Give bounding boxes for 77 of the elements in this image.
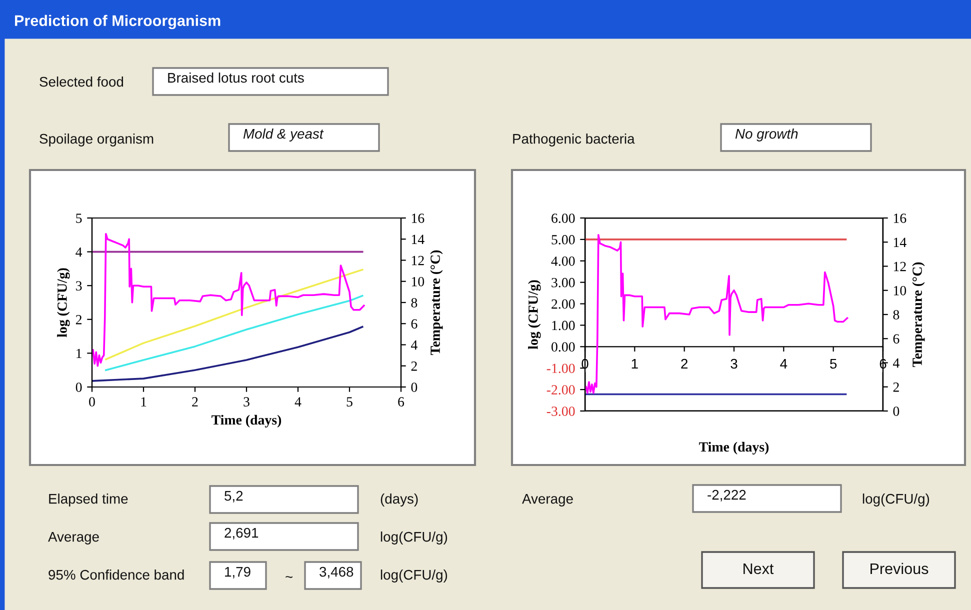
- x-tick-label: 4: [780, 358, 788, 369]
- text: ~: [286, 576, 292, 578]
- y-tick-label: -3.00: [546, 406, 575, 416]
- x-tick-label: 5: [830, 358, 837, 369]
- y-tick-label: 4: [76, 247, 82, 257]
- text: Average: [522, 494, 573, 506]
- y-tick-label: 2.00: [552, 299, 575, 309]
- text: Selected food: [40, 76, 124, 87]
- text: Spoilage organism: [40, 134, 154, 146]
- x-tick-label: 3: [730, 358, 738, 369]
- y-tick-label: 3.00: [552, 278, 575, 288]
- x-tick-label: 4: [294, 397, 302, 406]
- text: Prediction of Microorganism: [15, 14, 220, 30]
- y2-tick-label: 0: [411, 382, 418, 392]
- y-tick-label: 3: [76, 281, 82, 291]
- y-tick-label: 6.00: [552, 214, 575, 224]
- y2-tick-label: 16: [412, 214, 424, 223]
- x-tick-label: 2: [681, 358, 688, 369]
- y2-axis-title: Temperature (°C): [430, 250, 443, 356]
- y2-tick-label: 0: [893, 406, 900, 416]
- y-tick-label: 1.00: [552, 320, 575, 330]
- y2-tick-label: 8: [411, 298, 418, 308]
- text: log(CFU/g): [380, 532, 448, 544]
- y2-tick-label: 14: [894, 238, 906, 247]
- y-tick-label: 0.00: [552, 342, 575, 352]
- text: Elapsed time: [49, 494, 128, 506]
- y2-tick-label: 4: [410, 340, 418, 350]
- y-tick-label: -2.00: [546, 385, 575, 395]
- text: Pathogenic bacteria: [513, 134, 635, 146]
- text: 95% Confidence band: [48, 570, 184, 580]
- y2-axis-title: Temperature (°C): [912, 262, 925, 368]
- line-series: [105, 294, 364, 372]
- y2-tick-label: 2: [893, 382, 899, 392]
- y2-tick-label: 16: [894, 214, 906, 223]
- x-tick-label: 6: [398, 397, 404, 406]
- text: Average: [48, 532, 99, 544]
- text: 3,468: [320, 566, 354, 578]
- text: No growth: [735, 128, 798, 142]
- y-tick-label: 4.00: [551, 256, 575, 266]
- y2-tick-label: 10: [894, 286, 906, 296]
- y-axis-title: log (CFU/g): [528, 280, 541, 350]
- text: Previous: [870, 562, 928, 574]
- text: 1,79: [225, 566, 250, 578]
- text: Braised lotus root cuts: [168, 72, 304, 83]
- y-tick-label: 1: [76, 348, 82, 358]
- line-series: [105, 268, 364, 360]
- text: Mold & yeast: [243, 128, 324, 142]
- x-tick-label: 1: [632, 358, 638, 369]
- text: -2,222: [708, 490, 746, 502]
- y-tick-label: -1.00: [546, 364, 575, 374]
- x-tick-label: 0: [89, 397, 95, 406]
- text: 5,2: [224, 490, 243, 502]
- y2-tick-label: 6: [411, 319, 418, 329]
- x-tick-label: 1: [141, 397, 146, 406]
- line-series: [92, 326, 364, 382]
- y2-tick-label: 12: [412, 256, 424, 266]
- y-tick-label: 0: [76, 382, 82, 392]
- x-tick-label: 2: [192, 397, 198, 406]
- y2-tick-label: 8: [893, 310, 900, 320]
- y2-tick-label: 12: [894, 262, 906, 272]
- text: log(CFU/g): [862, 494, 930, 506]
- text: Next: [744, 563, 774, 574]
- text: (days): [380, 494, 418, 506]
- y2-tick-label: 6: [893, 334, 900, 344]
- y-axis-title: log (CFU/g): [57, 268, 70, 338]
- x-tick-label: 3: [244, 397, 250, 406]
- y-tick-label: 2: [76, 315, 82, 324]
- y-tick-label: 5.00: [552, 235, 575, 244]
- line-series: [92, 232, 365, 367]
- x-tick-label: 5: [346, 397, 352, 406]
- y2-tick-label: 14: [412, 234, 424, 244]
- x-axis-title: Time (days): [699, 442, 769, 455]
- y2-tick-label: 10: [412, 276, 424, 286]
- y-tick-label: 5: [76, 214, 82, 223]
- text: 2,691: [224, 528, 258, 540]
- text: log(CFU/g): [380, 570, 448, 582]
- x-axis-title: Time (days): [212, 414, 282, 428]
